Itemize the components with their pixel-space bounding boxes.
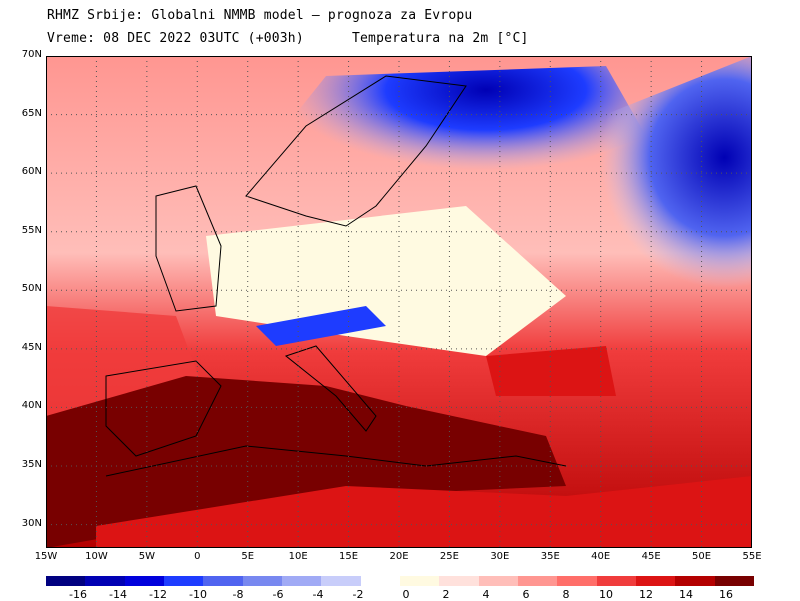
lon-label: 50E: [692, 551, 712, 562]
scandinavia-coast: [245, 75, 467, 227]
lat-label: 30N: [21, 517, 42, 529]
colorbar-swatch: [557, 576, 597, 586]
colorbar-swatch: [635, 576, 676, 586]
map-title: RHMZ Srbije: Globalni NMMB model — progn…: [47, 8, 473, 23]
lat-label: 40N: [21, 400, 42, 412]
lon-label: 10W: [85, 551, 108, 562]
lat-label: 70N: [21, 49, 42, 60]
colorbar-swatch: [478, 576, 518, 586]
colorbar-tick-label: 8: [562, 588, 570, 601]
italy-coast: [284, 345, 377, 432]
lon-label: 55E: [742, 551, 762, 562]
colorbar-tick-label: 6: [522, 588, 530, 601]
colorbar-tick-label: -14: [109, 588, 127, 601]
colorbar-tick-label: 10: [599, 588, 613, 601]
lat-label: 50N: [21, 283, 42, 295]
temperature-map: [46, 56, 752, 548]
variable-label: Temperatura na 2m [°C]: [352, 31, 529, 46]
colorbar-tick-label: 12: [639, 588, 653, 601]
colorbar: [46, 576, 754, 586]
scandinavia-cold: [246, 66, 646, 226]
colorbar-swatch: [517, 576, 558, 586]
colorbar-tick-label: -6: [272, 588, 284, 601]
colorbar-gap: [360, 576, 400, 586]
north-africa-warm: [96, 476, 752, 548]
alps-cold: [256, 306, 386, 346]
colorbar-swatch: [242, 576, 282, 586]
colorbar-tick-label: -8: [232, 588, 244, 601]
colorbar-tick-label: 2: [442, 588, 450, 601]
colorbar-swatch: [203, 576, 243, 586]
lat-label: 65N: [21, 107, 42, 119]
colorbar-tick-label: 14: [679, 588, 693, 601]
lat-label: 45N: [21, 341, 42, 353]
iberia-coast: [105, 360, 222, 457]
lon-label: 5W: [138, 551, 155, 562]
colorbar-swatch: [281, 576, 322, 586]
colorbar-tick-label: 0: [402, 588, 410, 601]
lon-label: 35E: [540, 551, 560, 562]
colorbar-tick-label: 16: [719, 588, 733, 601]
colorbar-swatch: [124, 576, 164, 586]
north-africa-coast: [105, 445, 567, 477]
colorbar-swatch: [596, 576, 636, 586]
colorbar-tick-label: -4: [312, 588, 324, 601]
colorbar-swatch: [85, 576, 125, 586]
colorbar-tick-label: -10: [189, 588, 207, 601]
lon-label: 0: [194, 551, 201, 562]
lat-label: 60N: [21, 166, 42, 178]
colorbar-tick-label: 4: [482, 588, 490, 601]
colorbar-tick-label: -16: [69, 588, 87, 601]
black-sea-warm: [486, 346, 616, 396]
lon-label: 20E: [389, 551, 409, 562]
colorbar-swatch: [714, 576, 754, 586]
lon-label: 15E: [339, 551, 359, 562]
lon-label: 25E: [439, 551, 459, 562]
colorbar-swatch: [439, 576, 479, 586]
lat-label: 35N: [21, 459, 42, 470]
mediterranean-hot: [46, 376, 566, 548]
colorbar-swatch: [399, 576, 440, 586]
colorbar-tick-label: -12: [149, 588, 167, 601]
forecast-time: Vreme: 08 DEC 2022 03UTC (+003h): [47, 31, 304, 46]
colorbar-swatch: [675, 576, 715, 586]
lon-label: 15W: [34, 551, 58, 562]
colorbar-swatch: [163, 576, 204, 586]
lon-label: 30E: [490, 551, 510, 562]
lat-lon-grid: [46, 56, 752, 548]
lon-label: 10E: [288, 551, 308, 562]
russia-cold: [476, 56, 752, 346]
lon-label: 5E: [241, 551, 255, 562]
colorbar-swatch: [321, 576, 361, 586]
lat-label: 55N: [21, 224, 42, 236]
colorbar-swatch: [46, 576, 86, 586]
uk-coast: [155, 185, 222, 312]
central-europe-mild: [206, 206, 566, 356]
colorbar-tick-label: -2: [352, 588, 364, 601]
lon-label: 45E: [641, 551, 661, 562]
lon-label: 40E: [591, 551, 611, 562]
